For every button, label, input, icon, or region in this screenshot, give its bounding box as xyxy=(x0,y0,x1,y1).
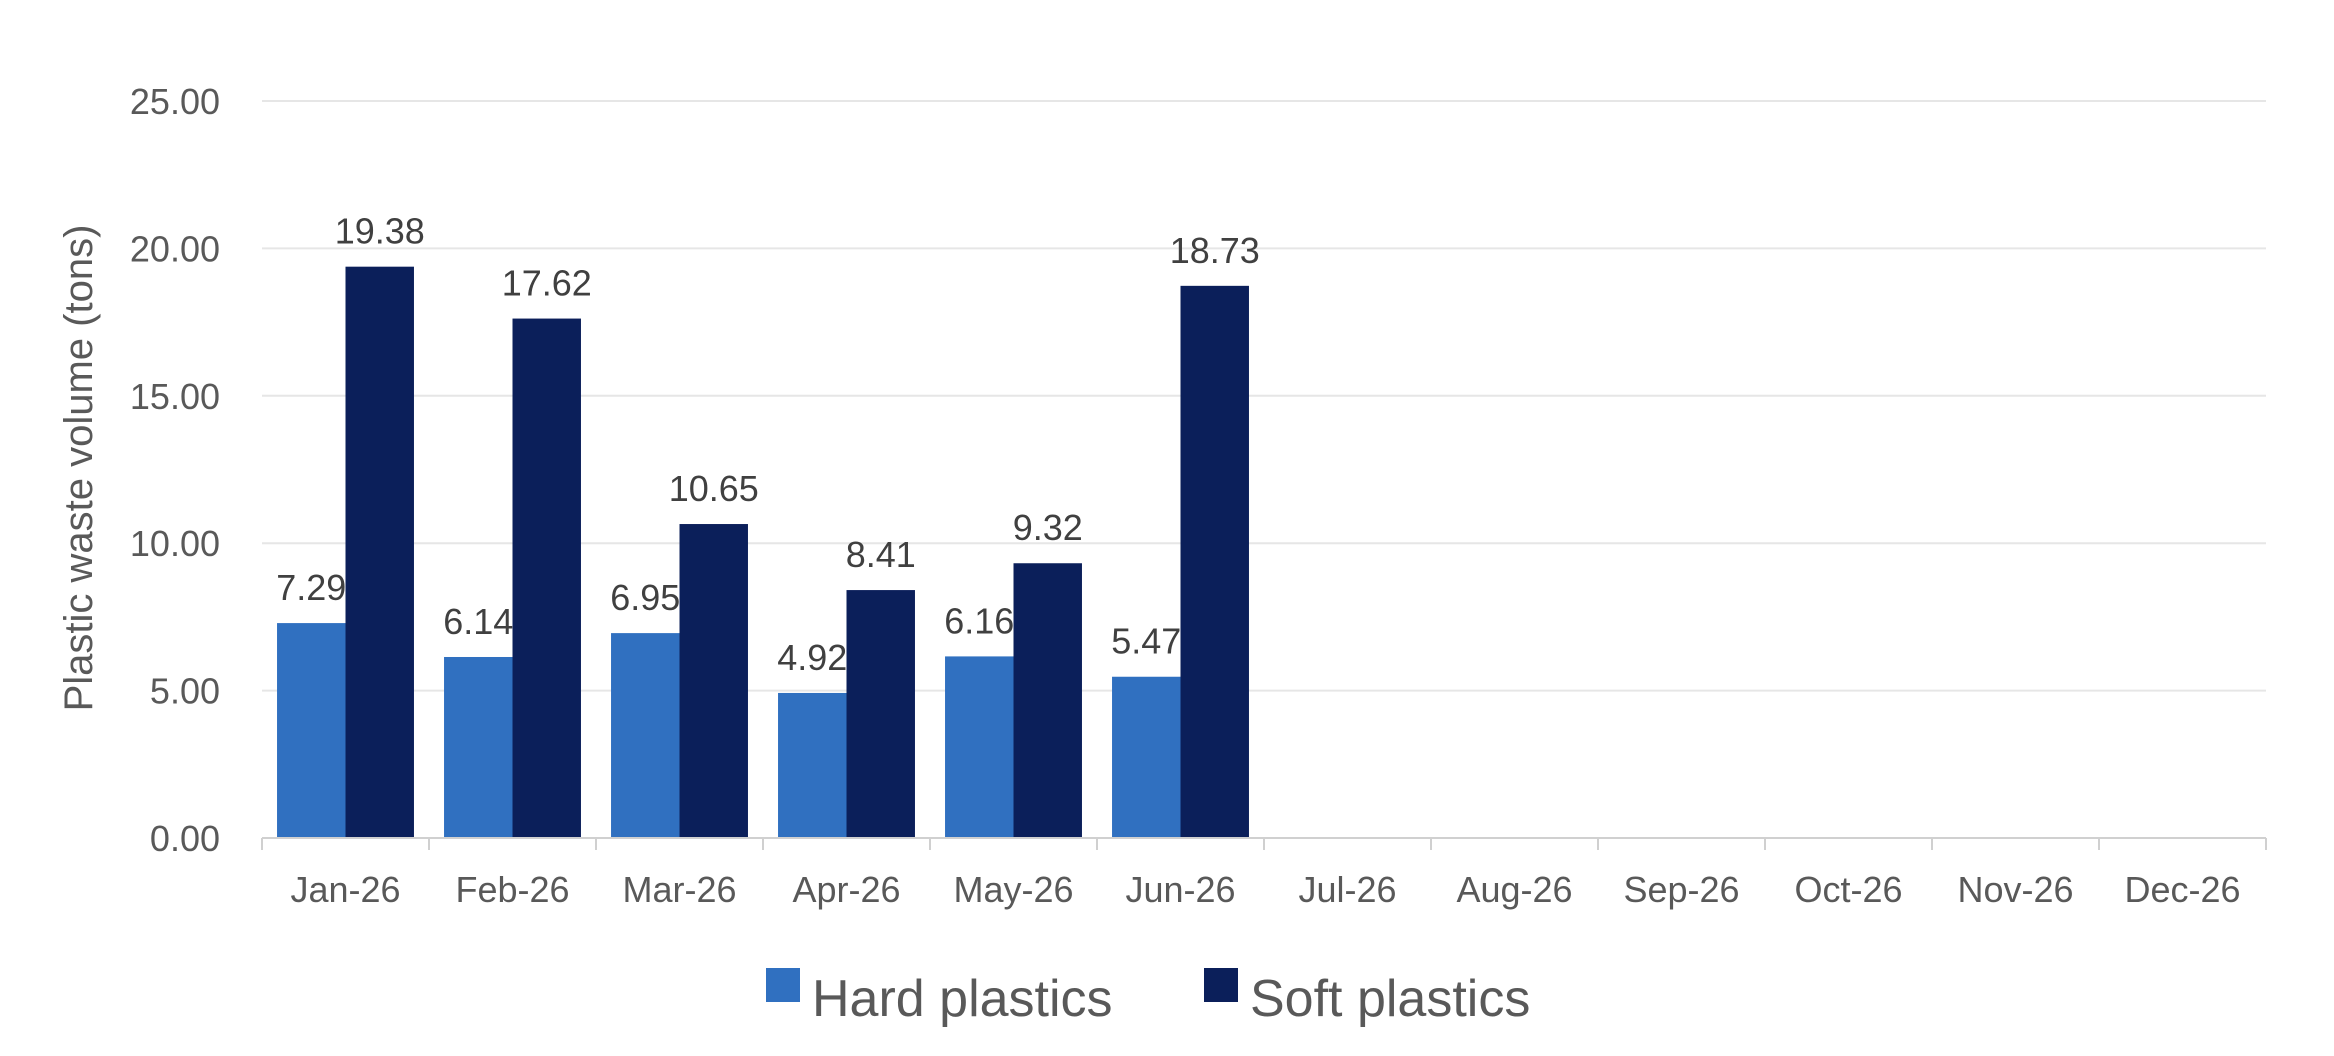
bar-soft-plastics xyxy=(1013,563,1082,838)
data-label: 8.41 xyxy=(846,534,916,575)
y-tick-label: 10.00 xyxy=(130,523,220,564)
bar-soft-plastics xyxy=(1180,285,1249,838)
x-axis xyxy=(261,837,2267,850)
data-labels: 7.29 6.14 6.95 4.92 6.16 5.47 19.38 17.62 10.65 8… xyxy=(276,211,1260,678)
data-label: 5.47 xyxy=(1111,621,1181,662)
gridlines xyxy=(262,100,2266,692)
y-tick-label: 5.00 xyxy=(150,671,220,712)
bar-hard-plastics xyxy=(778,692,847,838)
x-tick-label: Nov-26 xyxy=(1957,869,2073,910)
bar-hard-plastics xyxy=(1112,676,1181,838)
y-tick-label: 0.00 xyxy=(150,818,220,859)
data-label: 6.95 xyxy=(610,577,680,618)
x-tick-label: Jun-26 xyxy=(1125,869,1235,910)
bar-soft-plastics xyxy=(679,524,748,838)
bar-hard-plastics xyxy=(444,656,513,838)
legend-label: Hard plastics xyxy=(812,970,1113,1028)
data-label: 6.16 xyxy=(944,600,1014,641)
data-label: 4.92 xyxy=(777,637,847,678)
y-tick-label: 25.00 xyxy=(130,81,220,122)
x-tick-label: Jan-26 xyxy=(290,869,400,910)
bar-soft-plastics xyxy=(345,266,414,838)
x-tick-label: Mar-26 xyxy=(622,869,736,910)
x-tick-label: Dec-26 xyxy=(2124,869,2240,910)
y-tick-label: 20.00 xyxy=(130,228,220,269)
x-axis-tick-labels: Jan-26 Feb-26 Mar-26 Apr-26 May-26 Jun-26 Jul-… xyxy=(290,869,2240,910)
data-label: 17.62 xyxy=(502,263,592,304)
bar-hard-plastics xyxy=(611,633,680,838)
x-tick-label: Oct-26 xyxy=(1794,869,1902,910)
data-label: 9.32 xyxy=(1013,507,1083,548)
bar-soft-plastics xyxy=(512,318,581,839)
bars xyxy=(277,266,1249,839)
data-label: 19.38 xyxy=(335,211,425,252)
legend-swatch xyxy=(1204,968,1238,1002)
bar-soft-plastics xyxy=(846,590,915,838)
legend-swatch xyxy=(766,968,800,1002)
data-label: 18.73 xyxy=(1170,230,1260,271)
y-axis-tick-labels: 0.00 5.00 10.00 15.00 20.00 25.00 xyxy=(130,81,220,859)
data-label: 7.29 xyxy=(276,567,346,608)
data-label: 10.65 xyxy=(669,468,759,509)
bar-hard-plastics xyxy=(277,623,346,838)
y-axis-title: Plastic waste volume (tons) xyxy=(57,225,101,712)
legend: Hard plastics Soft plastics xyxy=(766,968,1530,1028)
data-label: 6.14 xyxy=(443,601,513,642)
y-tick-label: 15.00 xyxy=(130,376,220,417)
x-tick-label: Aug-26 xyxy=(1456,869,1572,910)
legend-label: Soft plastics xyxy=(1250,970,1530,1028)
x-tick-label: Jul-26 xyxy=(1298,869,1396,910)
x-tick-label: Feb-26 xyxy=(455,869,569,910)
x-tick-label: Sep-26 xyxy=(1623,869,1739,910)
bar-hard-plastics xyxy=(945,656,1014,838)
x-tick-label: Apr-26 xyxy=(792,869,900,910)
x-tick-label: May-26 xyxy=(953,869,1073,910)
